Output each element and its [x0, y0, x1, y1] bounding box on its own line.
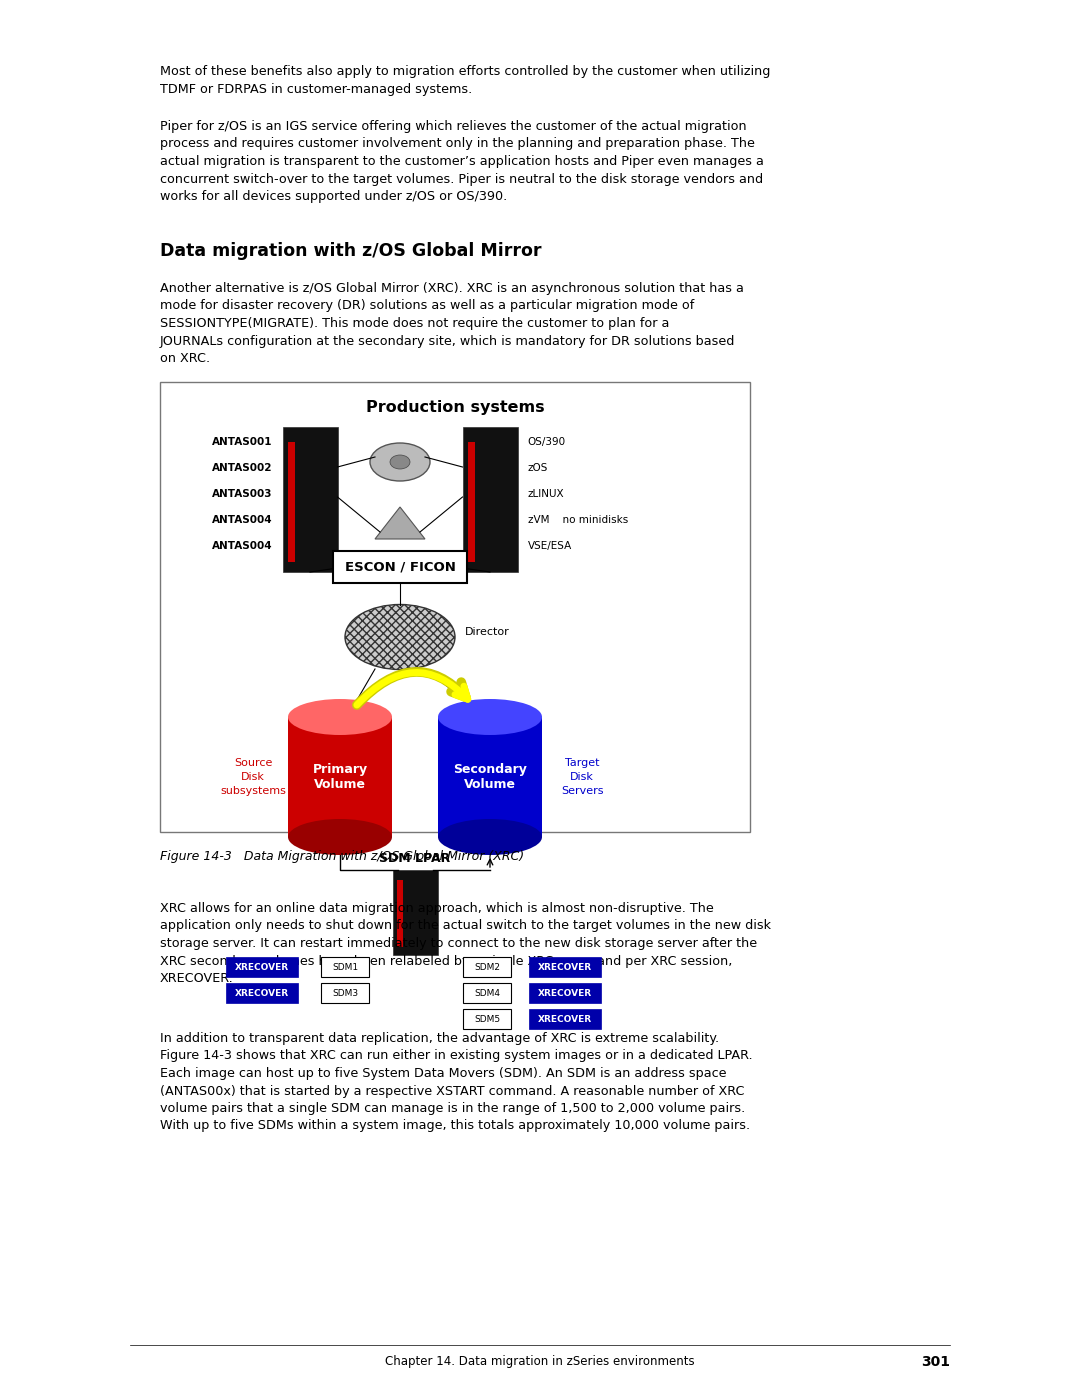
Ellipse shape — [345, 605, 455, 669]
Ellipse shape — [288, 698, 392, 735]
Bar — [226, 983, 298, 1003]
Bar — [396, 880, 403, 947]
Text: zOS: zOS — [527, 462, 548, 474]
Text: ANTAS003: ANTAS003 — [212, 489, 272, 499]
Text: XRECOVER: XRECOVER — [538, 963, 592, 971]
Text: XRC allows for an online data migration approach, which is almost non-disruptive: XRC allows for an online data migration … — [160, 902, 771, 985]
Ellipse shape — [370, 443, 430, 481]
Text: Director: Director — [465, 627, 510, 637]
Bar — [529, 957, 600, 977]
Text: VSE/ESA: VSE/ESA — [527, 541, 571, 550]
Text: Piper for z/OS is an IGS service offering which relieves the customer of the act: Piper for z/OS is an IGS service offerin… — [160, 120, 764, 203]
Text: SDM4: SDM4 — [474, 989, 500, 997]
Text: Chapter 14. Data migration in zSeries environments: Chapter 14. Data migration in zSeries en… — [386, 1355, 694, 1368]
Text: Secondary
Volume: Secondary Volume — [454, 763, 527, 791]
Text: ANTAS001: ANTAS001 — [212, 437, 272, 447]
FancyArrowPatch shape — [356, 672, 468, 705]
Bar — [226, 957, 298, 977]
Text: SDM5: SDM5 — [474, 1014, 500, 1024]
Bar — [321, 983, 369, 1003]
Text: Figure 14-3   Data Migration with z/OS Global Mirror (XRC): Figure 14-3 Data Migration with z/OS Glo… — [160, 849, 524, 863]
Text: In addition to transparent data replication, the advantage of XRC is extreme sca: In addition to transparent data replicat… — [160, 1032, 753, 1133]
Text: zVM    no minidisks: zVM no minidisks — [527, 515, 627, 525]
Bar — [160, 381, 750, 833]
Bar — [321, 957, 369, 977]
Text: zLINUX: zLINUX — [527, 489, 564, 499]
Text: Primary
Volume: Primary Volume — [312, 763, 367, 791]
Text: Data migration with z/OS Global Mirror: Data migration with z/OS Global Mirror — [160, 242, 541, 260]
Bar — [529, 1009, 600, 1030]
Text: 301: 301 — [921, 1355, 950, 1369]
Text: XRECOVER: XRECOVER — [538, 1014, 592, 1024]
Text: SDM2: SDM2 — [474, 963, 500, 971]
Text: Another alternative is z/OS Global Mirror (XRC). XRC is an asynchronous solution: Another alternative is z/OS Global Mirro… — [160, 282, 744, 365]
Bar — [529, 983, 600, 1003]
Text: ANTAS002: ANTAS002 — [212, 462, 272, 474]
Bar — [462, 427, 517, 571]
Bar — [392, 870, 437, 956]
Text: Target
Disk
Servers: Target Disk Servers — [561, 759, 604, 796]
Text: SDM1: SDM1 — [332, 963, 359, 971]
Ellipse shape — [390, 455, 410, 469]
Text: ANTAS004: ANTAS004 — [212, 541, 272, 550]
Bar — [283, 427, 337, 571]
Bar — [463, 957, 511, 977]
Text: SDM3: SDM3 — [332, 989, 359, 997]
Ellipse shape — [288, 819, 392, 855]
Polygon shape — [375, 507, 426, 539]
Text: Most of these benefits also apply to migration efforts controlled by the custome: Most of these benefits also apply to mig… — [160, 66, 770, 95]
Bar — [287, 441, 295, 562]
Bar — [468, 441, 474, 562]
Bar — [463, 1009, 511, 1030]
Text: XRECOVER: XRECOVER — [538, 989, 592, 997]
FancyArrowPatch shape — [356, 672, 465, 705]
Text: ANTAS004: ANTAS004 — [212, 515, 272, 525]
Text: XRECOVER: XRECOVER — [235, 989, 289, 997]
Ellipse shape — [438, 698, 542, 735]
Text: SDM LPAR: SDM LPAR — [379, 852, 450, 865]
Text: XRECOVER: XRECOVER — [235, 963, 289, 971]
Ellipse shape — [438, 819, 542, 855]
FancyBboxPatch shape — [333, 550, 467, 583]
Text: Production systems: Production systems — [366, 400, 544, 415]
Text: Source
Disk
subsystems: Source Disk subsystems — [220, 759, 286, 796]
Text: OS/390: OS/390 — [527, 437, 566, 447]
Text: ESCON / FICON: ESCON / FICON — [345, 560, 456, 574]
Bar — [438, 717, 542, 837]
Bar — [463, 983, 511, 1003]
Bar — [288, 717, 392, 837]
